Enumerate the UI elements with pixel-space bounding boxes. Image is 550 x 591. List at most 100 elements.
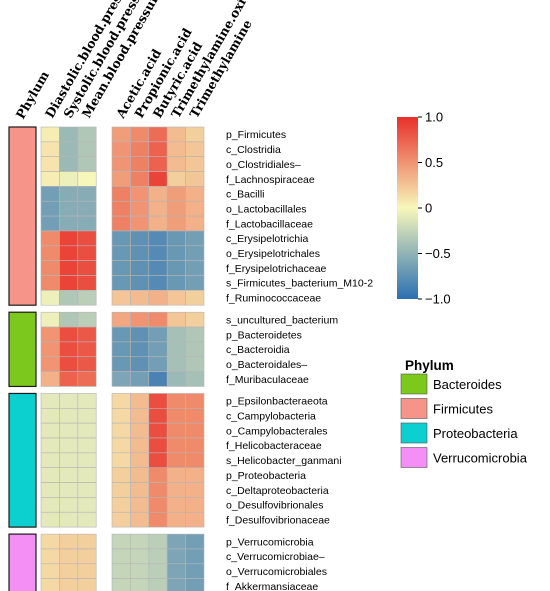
heatmap-cell: [40, 260, 60, 276]
row-label: f_Helicobacteraceae: [226, 440, 322, 452]
heatmap-cell: [59, 371, 79, 387]
heatmap-cell: [77, 326, 97, 343]
heatmap-cell: [111, 126, 131, 143]
heatmap-cell: [77, 156, 97, 172]
heatmap-cell: [130, 311, 150, 328]
legend-label: Firmicutes: [433, 402, 493, 417]
row-label: o_Campylobacterales: [226, 425, 328, 437]
heatmap-cell: [185, 578, 205, 591]
heatmap-cell: [77, 533, 97, 550]
heatmap-cell: [130, 245, 150, 261]
heatmap-cell: [130, 356, 150, 372]
heatmap-cell: [148, 186, 168, 202]
heatmap-cell: [148, 578, 168, 591]
heatmap-cell: [40, 437, 60, 454]
legend-swatch: [400, 398, 428, 419]
heatmap-cell: [166, 311, 186, 328]
heatmap-cell: [77, 467, 97, 483]
heatmap-cell: [185, 371, 205, 387]
heatmap-cell: [148, 548, 168, 565]
heatmap-cell: [111, 482, 131, 498]
heatmap-cell: [130, 215, 150, 232]
row-label: p_Proteobacteria: [226, 470, 306, 482]
heatmap-cell: [148, 311, 168, 328]
heatmap-cell: [130, 341, 150, 358]
heatmap-cell: [77, 497, 97, 513]
heatmap-cell: [111, 275, 131, 291]
heatmap-cell: [130, 326, 150, 343]
row-label: c_Erysipelotrichia: [226, 233, 308, 245]
heatmap-cell: [130, 482, 150, 498]
row-label: o_Bacteroidales–: [226, 359, 307, 371]
heatmap-cell: [166, 141, 186, 158]
heatmap-cell: [40, 356, 60, 372]
heatmap-cell: [77, 171, 97, 187]
heatmap-cell: [185, 156, 205, 172]
heatmap-cell: [77, 452, 97, 469]
heatmap-cell: [130, 156, 150, 172]
heatmap-cell: [166, 245, 186, 261]
heatmap-cell: [148, 511, 168, 528]
heatmap-cell: [185, 393, 205, 409]
heatmap-cell: [59, 356, 79, 372]
row-label: c_Clostridia: [226, 144, 281, 156]
heatmap-cell: [166, 533, 186, 550]
heatmap-cell: [40, 422, 60, 439]
color-scale-gradient: [397, 117, 418, 299]
heatmap-cell: [111, 356, 131, 372]
heatmap-cell: [77, 141, 97, 158]
heatmap-cell: [40, 393, 60, 409]
heatmap-cell: [130, 422, 150, 439]
heatmap-cell: [166, 371, 186, 387]
heatmap-cell: [59, 186, 79, 202]
heatmap-cell: [130, 497, 150, 513]
heatmap-cell: [148, 563, 168, 579]
heatmap-cell: [130, 452, 150, 469]
heatmap-cell: [185, 186, 205, 202]
heatmap-cell: [40, 341, 60, 358]
heatmap-cell: [111, 290, 131, 306]
heatmap-cell: [148, 482, 168, 498]
row-label: o_Verrucomicrobiales: [226, 566, 327, 578]
legend-swatch: [400, 447, 428, 468]
heatmap-cell: [77, 393, 97, 409]
row-label: p_Firmicutes: [226, 129, 286, 141]
row-label: s_uncultured_bacterium: [226, 314, 338, 326]
heatmap-cell: [111, 422, 131, 439]
heatmap-cell: [148, 200, 168, 217]
heatmap-cell: [166, 437, 186, 454]
heatmap-cell: [166, 393, 186, 409]
heatmap-cell: [166, 497, 186, 513]
heatmap-cell: [166, 200, 186, 217]
heatmap-cell: [185, 511, 205, 528]
heatmap-cell: [77, 482, 97, 498]
heatmap-cell: [111, 156, 131, 172]
heatmap-cell: [166, 126, 186, 143]
heatmap-cell: [111, 215, 131, 232]
heatmap-cell: [59, 393, 79, 409]
heatmap-cell: [148, 230, 168, 247]
heatmap-cell: [148, 422, 168, 439]
heatmap-cell: [148, 393, 168, 409]
heatmap-cell: [185, 245, 205, 261]
heatmap-cell: [166, 186, 186, 202]
heatmap-cell: [40, 311, 60, 328]
heatmap-cell: [111, 511, 131, 528]
heatmap-cell: [77, 275, 97, 291]
heatmap-cell: [77, 548, 97, 565]
heatmap-cell: [59, 275, 79, 291]
heatmap-cell: [130, 393, 150, 409]
heatmap-cell: [59, 533, 79, 550]
heatmap-cell: [77, 186, 97, 202]
heatmap-cell: [185, 215, 205, 232]
heatmap-cell: [77, 200, 97, 217]
row-label: o_Clostridiales–: [226, 159, 301, 171]
heatmap-cell: [59, 497, 79, 513]
heatmap-cell: [59, 200, 79, 217]
heatmap-cell: [130, 437, 150, 454]
heatmap-cell: [59, 422, 79, 439]
heatmap-cell: [59, 563, 79, 579]
row-label: c_Bacteroidia: [226, 344, 290, 356]
heatmap-cell: [59, 326, 79, 343]
